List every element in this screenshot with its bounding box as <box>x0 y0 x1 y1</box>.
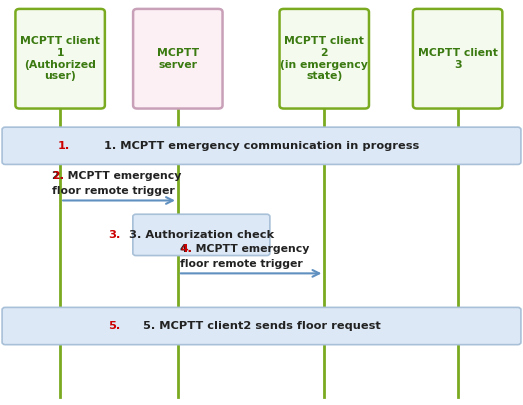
FancyBboxPatch shape <box>413 9 502 109</box>
Text: 2.: 2. <box>52 171 64 181</box>
Text: MCPTT
server: MCPTT server <box>157 48 199 70</box>
Text: 4. MCPTT emergency: 4. MCPTT emergency <box>180 244 310 254</box>
Text: 1. MCPTT emergency communication in progress: 1. MCPTT emergency communication in prog… <box>104 141 419 151</box>
Text: floor remote trigger: floor remote trigger <box>52 186 175 196</box>
FancyBboxPatch shape <box>133 9 223 109</box>
Text: 5. MCPTT client2 sends floor request: 5. MCPTT client2 sends floor request <box>143 321 380 331</box>
Text: 5.: 5. <box>108 321 120 331</box>
Text: MCPTT client
1
(Authorized
user): MCPTT client 1 (Authorized user) <box>20 36 100 81</box>
FancyBboxPatch shape <box>16 9 105 109</box>
FancyBboxPatch shape <box>133 214 270 256</box>
Text: 3. Authorization check: 3. Authorization check <box>129 230 274 240</box>
FancyBboxPatch shape <box>2 127 521 164</box>
Text: floor remote trigger: floor remote trigger <box>180 259 303 269</box>
FancyBboxPatch shape <box>279 9 369 109</box>
Text: MCPTT client
2
(in emergency
state): MCPTT client 2 (in emergency state) <box>280 36 368 81</box>
Text: 4.: 4. <box>180 244 192 254</box>
Text: 2. MCPTT emergency: 2. MCPTT emergency <box>52 171 181 181</box>
Text: 1.: 1. <box>58 141 71 151</box>
FancyBboxPatch shape <box>2 307 521 345</box>
Text: MCPTT client
3: MCPTT client 3 <box>418 48 497 70</box>
Text: 3.: 3. <box>108 230 120 240</box>
